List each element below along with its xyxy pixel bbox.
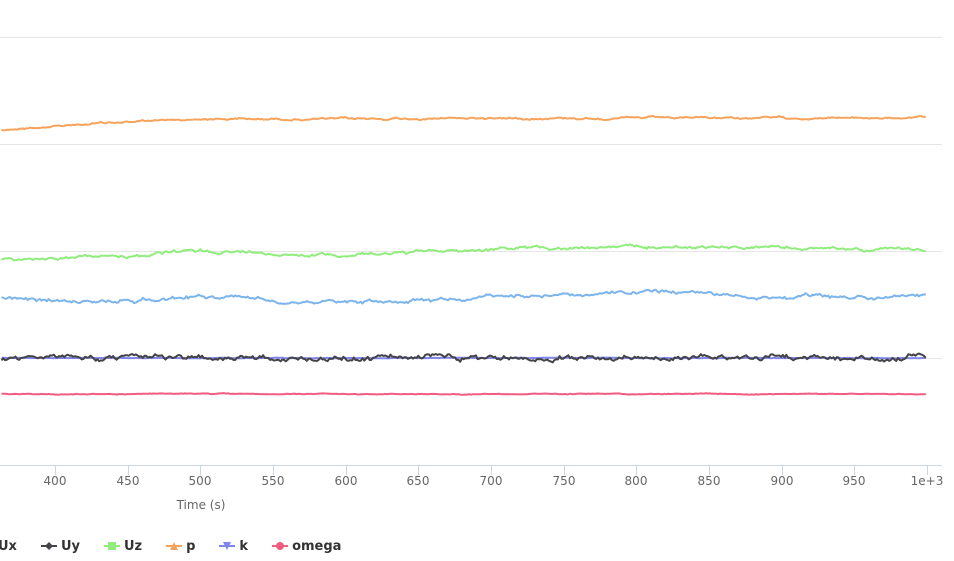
x-tick-label: 400 <box>44 474 67 488</box>
x-tick-label: 550 <box>262 474 285 488</box>
legend-label: k <box>239 538 249 554</box>
legend-label: omega <box>292 538 342 554</box>
triangle-down-marker-icon <box>219 542 236 550</box>
x-tick-label: 900 <box>771 474 794 488</box>
series-line-omega[interactable] <box>1 392 926 396</box>
x-axis: 400 450 500 550 600 650 700 750 800 850 900 950 1e+3 <box>0 465 943 488</box>
legend-label: p <box>186 538 196 554</box>
x-tick-label: 650 <box>407 474 430 488</box>
legend-item-k[interactable]: k <box>219 539 248 554</box>
series-group <box>0 114 927 396</box>
legend-label: Uz <box>123 538 143 554</box>
legend-item-p[interactable]: p <box>166 539 195 554</box>
series-line-uz[interactable] <box>1 243 927 262</box>
triangle-marker-icon <box>166 542 183 550</box>
series-line-ux[interactable] <box>1 288 926 305</box>
legend-item-uz[interactable]: Uz <box>103 538 143 554</box>
x-tick-label: 450 <box>117 474 140 488</box>
circle-marker-icon <box>272 542 289 550</box>
x-tick-label: 1e+3 <box>911 474 944 488</box>
legend-label: Ux <box>0 538 17 554</box>
series-line-uy[interactable] <box>0 352 927 364</box>
grid-lines <box>0 37 942 359</box>
x-axis-title: Time (s) <box>176 498 226 512</box>
square-marker-icon <box>103 542 120 550</box>
legend-item-uy[interactable]: Uy <box>40 538 80 554</box>
diamond-marker-icon <box>40 542 57 550</box>
legend: Ux Uy Uz p k omega <box>0 536 365 556</box>
series-line-p[interactable] <box>1 114 926 132</box>
legend-item-ux[interactable]: Ux <box>0 539 17 554</box>
x-tick-label: 500 <box>189 474 212 488</box>
x-tick-label: 950 <box>843 474 866 488</box>
x-tick-label: 750 <box>553 474 576 488</box>
series-line-k[interactable] <box>1 356 926 360</box>
legend-item-omega[interactable]: omega <box>272 539 341 554</box>
x-tick-label: 850 <box>698 474 721 488</box>
x-tick-label: 800 <box>625 474 648 488</box>
x-tick-label: 600 <box>335 474 358 488</box>
x-tick-label: 700 <box>480 474 503 488</box>
legend-label: Uy <box>60 538 80 554</box>
